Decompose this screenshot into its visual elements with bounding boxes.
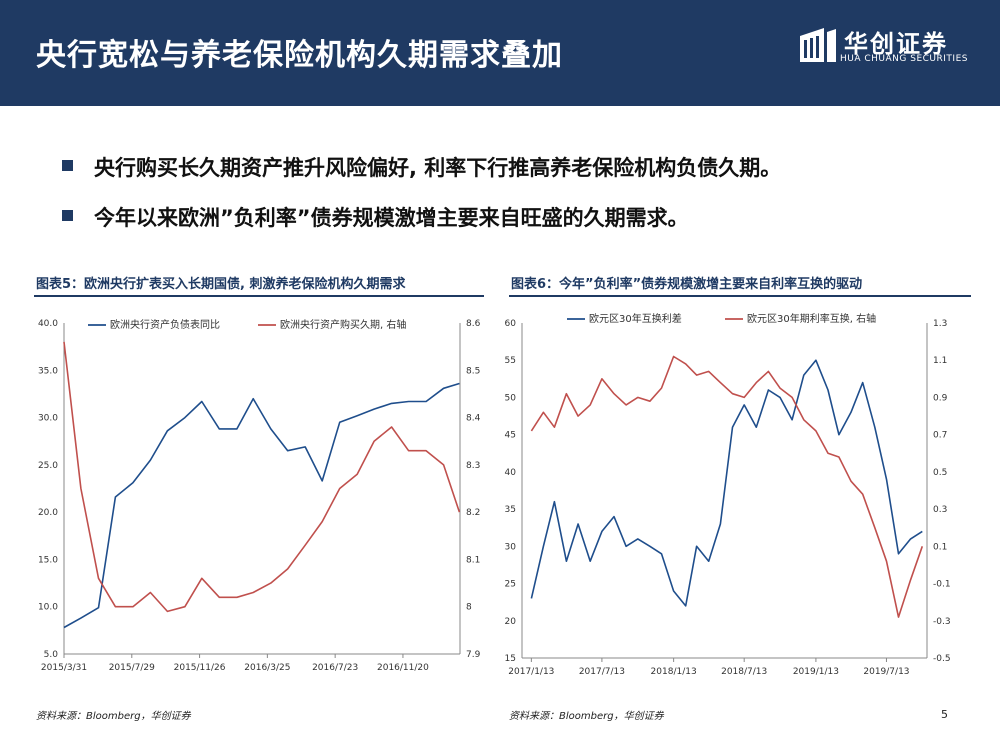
bullet-text: 今年以来欧洲”负利率”债券规模激增主要来自旺盛的久期需求。 xyxy=(94,206,689,230)
company-logo: 华创证券 HUA CHUANG SECURITIES xyxy=(800,24,970,84)
right-title-rule xyxy=(509,295,971,297)
right-chart-title: 图表6：今年”负利率”债券规模激增主要来自利率互换的驱动 xyxy=(511,277,863,292)
legend-label: 欧洲央行资产购买久期, 右轴 xyxy=(280,318,406,331)
x-tick-label: 2016/3/25 xyxy=(244,663,290,673)
y-tick-label-right: -0.3 xyxy=(933,617,951,627)
y-tick-label-right: -0.1 xyxy=(933,580,951,590)
y-tick-label-left: 30 xyxy=(505,542,517,552)
logo-name-cn: 华创证券 xyxy=(844,30,948,58)
y-tick-label-left: 25 xyxy=(505,580,516,590)
y-tick-label-left: 50 xyxy=(505,393,517,403)
x-tick-label: 2016/7/23 xyxy=(312,663,358,673)
bullet-square-icon xyxy=(62,160,73,171)
left-title-rule xyxy=(34,295,484,297)
bullet-square-icon xyxy=(62,210,73,221)
right-source-note: 资料来源：Bloomberg，华创证券 xyxy=(509,711,664,722)
y-tick-label-left: 15 xyxy=(505,654,516,664)
x-tick-label: 2018/7/13 xyxy=(721,667,767,677)
logo-name-en: HUA CHUANG SECURITIES xyxy=(840,54,968,64)
y-tick-label-right: 0.7 xyxy=(933,431,947,441)
x-tick-label: 2019/1/13 xyxy=(793,667,839,677)
y-tick-label-left: 10.0 xyxy=(38,603,58,613)
legend-label: 欧元区30年互换利差 xyxy=(589,312,682,325)
y-tick-label-left: 30.0 xyxy=(38,414,58,424)
y-tick-label-right: 0.1 xyxy=(933,542,947,552)
y-tick-label-left: 15.0 xyxy=(38,555,58,565)
y-tick-label-left: 60 xyxy=(505,319,517,329)
x-tick-label: 2017/7/13 xyxy=(579,667,625,677)
bullet-text: 央行购买长久期资产推升风险偏好, 利率下行推高养老保险机构负债久期。 xyxy=(94,156,782,180)
legend-label: 欧元区30年期利率互换, 右轴 xyxy=(747,312,876,325)
y-tick-label-left: 35 xyxy=(505,505,516,515)
series-line-blue xyxy=(530,359,923,607)
title-bar: 央行宽松与养老保险机构久期需求叠加 华创证券 HUA CHUANG SECURI… xyxy=(0,0,1000,106)
y-tick-label-left: 45 xyxy=(505,431,516,441)
y-tick-label-right: 8.2 xyxy=(466,508,480,518)
x-tick-label: 2015/7/29 xyxy=(109,663,155,673)
x-tick-label: 2018/1/13 xyxy=(651,667,697,677)
x-tick-label: 2017/1/13 xyxy=(508,667,554,677)
left-source-note: 资料来源：Bloomberg，华创证券 xyxy=(36,711,191,722)
y-tick-label-left: 25.0 xyxy=(38,461,58,471)
series-line-blue xyxy=(63,382,460,629)
left-line-chart: 40.0 35.0 30.0 25.0 20.0 15.0 10.0 5.0 8.6 8.5 8.4… xyxy=(38,318,481,673)
right-line-chart: 60 55 50 45 40 35 30 25 20 15 1.3 1.1 0.9 0.7 0.5 0.3 0.… xyxy=(505,312,951,677)
y-tick-label-left: 40.0 xyxy=(38,319,58,329)
y-tick-label-right: 8.1 xyxy=(466,555,480,565)
y-tick-label-right: 0.9 xyxy=(933,393,948,403)
x-tick-label: 2015/3/31 xyxy=(41,663,87,673)
left-chart-title: 图表5：欧洲央行扩表买入长期国债, 刺激养老保险机构久期需求 xyxy=(36,277,406,292)
page-number: 5 xyxy=(941,708,948,721)
y-tick-label-left: 55 xyxy=(505,356,516,366)
y-tick-label-left: 35.0 xyxy=(38,366,58,376)
series-line-red xyxy=(63,341,461,613)
series-line-red xyxy=(530,355,924,618)
y-tick-label-right: 8.6 xyxy=(466,319,481,329)
y-tick-label-right: -0.5 xyxy=(933,654,951,664)
slide-title: 央行宽松与养老保险机构久期需求叠加 xyxy=(36,38,563,73)
y-tick-label-right: 8.4 xyxy=(466,414,481,424)
y-tick-label-right: 8 xyxy=(466,603,472,613)
legend-label: 欧洲央行资产负债表同比 xyxy=(110,318,220,331)
x-tick-label: 2015/11/26 xyxy=(174,663,226,673)
x-tick-label: 2019/7/13 xyxy=(863,667,909,677)
x-tick-label: 2016/11/20 xyxy=(377,663,429,673)
y-tick-label-right: 1.3 xyxy=(933,319,947,329)
y-tick-label-left: 5.0 xyxy=(44,650,59,660)
y-tick-label-right: 7.9 xyxy=(466,650,481,660)
y-tick-label-right: 8.5 xyxy=(466,366,480,376)
y-tick-label-left: 20 xyxy=(505,617,517,627)
y-tick-label-right: 1.1 xyxy=(933,356,947,366)
y-tick-label-left: 40 xyxy=(505,468,517,478)
y-tick-label-left: 20.0 xyxy=(38,508,58,518)
y-tick-label-right: 8.3 xyxy=(466,461,480,471)
y-tick-label-right: 0.3 xyxy=(933,505,947,515)
logo-mark-icon xyxy=(800,28,836,62)
y-tick-label-right: 0.5 xyxy=(933,468,947,478)
